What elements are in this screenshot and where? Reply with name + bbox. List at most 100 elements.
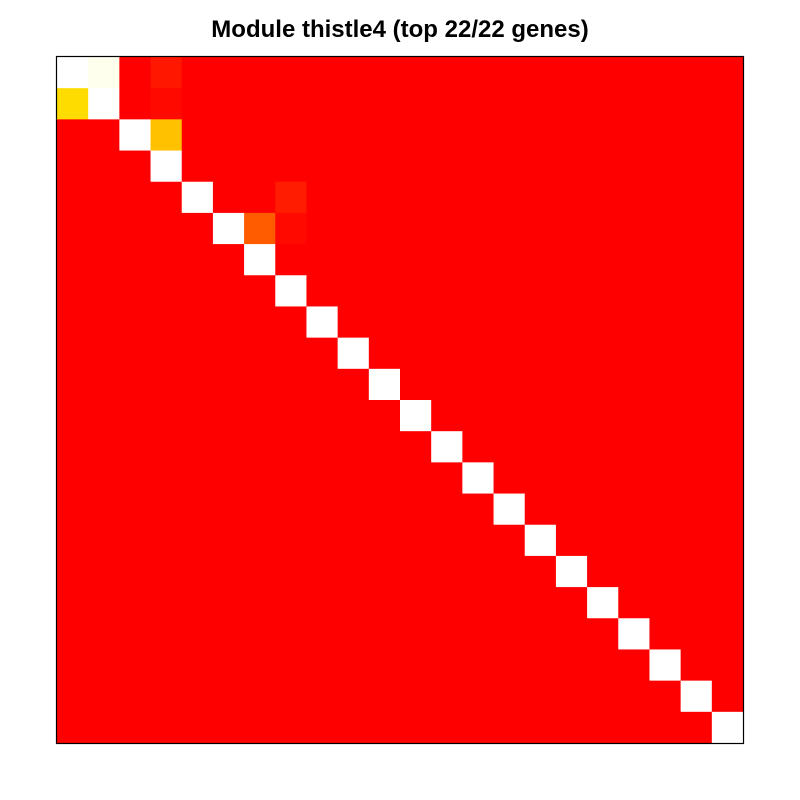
heatmap-cell-14-16 — [555, 493, 588, 526]
heatmap-cells — [57, 57, 744, 744]
heatmap-cell-13-15 — [524, 462, 557, 495]
heatmap-cell-19-8 — [306, 649, 339, 682]
heatmap-cell-15-8 — [306, 524, 339, 557]
heatmap-cell-10-7 — [275, 368, 308, 401]
heatmap-cell-15-9 — [337, 524, 370, 557]
heatmap-cell-10-3 — [150, 368, 183, 401]
heatmap-cell-15-17 — [587, 524, 619, 557]
heatmap-cell-3-2 — [119, 150, 152, 183]
heatmap-cell-8-11 — [400, 306, 432, 339]
heatmap-cell-11-0 — [57, 400, 89, 432]
heatmap-cell-4-2 — [119, 181, 152, 214]
heatmap-cell-20-18 — [618, 680, 651, 713]
heatmap-cell-7-7 — [275, 275, 308, 308]
heatmap-cell-1-13 — [462, 88, 495, 120]
heatmap-cell-14-18 — [618, 493, 651, 526]
heatmap-cell-17-13 — [462, 587, 495, 619]
heatmap-cell-12-5 — [212, 431, 245, 463]
heatmap-cell-20-11 — [400, 680, 432, 713]
heatmap-cell-4-20 — [680, 181, 713, 214]
heatmap-cell-21-15 — [524, 711, 557, 744]
heatmap-cell-4-9 — [337, 181, 370, 214]
heatmap-cell-20-20 — [680, 680, 713, 713]
heatmap-cell-12-2 — [119, 431, 152, 463]
heatmap-cell-4-1 — [88, 181, 120, 214]
heatmap-cell-8-1 — [88, 306, 120, 339]
heatmap-cell-17-0 — [57, 587, 89, 619]
heatmap-cell-3-1 — [88, 150, 120, 183]
heatmap-cell-16-17 — [587, 555, 619, 588]
heatmap-cell-8-10 — [368, 306, 401, 339]
heatmap-cell-10-11 — [400, 368, 432, 401]
heatmap-cell-15-3 — [150, 524, 183, 557]
heatmap-cell-11-10 — [368, 400, 401, 432]
heatmap-cell-9-13 — [462, 337, 495, 370]
heatmap-cell-6-15 — [524, 244, 557, 276]
heatmap-cell-21-17 — [587, 711, 619, 744]
heatmap-cell-2-12 — [431, 119, 463, 152]
heatmap-cell-6-4 — [181, 244, 214, 276]
heatmap-cell-15-5 — [212, 524, 245, 557]
heatmap-cell-2-4 — [181, 119, 214, 152]
heatmap-cell-13-4 — [181, 462, 214, 495]
heatmap-cell-5-8 — [306, 212, 339, 245]
heatmap-cell-3-7 — [275, 150, 308, 183]
heatmap-cell-6-2 — [119, 244, 152, 276]
heatmap-cell-6-10 — [368, 244, 401, 276]
heatmap-cell-19-15 — [524, 649, 557, 682]
heatmap-cell-10-20 — [680, 368, 713, 401]
heatmap-cell-5-19 — [649, 212, 682, 245]
heatmap-cell-2-19 — [649, 119, 682, 152]
heatmap-cell-12-21 — [711, 431, 744, 463]
heatmap-cell-20-1 — [88, 680, 120, 713]
heatmap-cell-20-3 — [150, 680, 183, 713]
heatmap-cell-13-18 — [618, 462, 651, 495]
heatmap-cell-18-3 — [150, 618, 183, 651]
heatmap-cell-17-17 — [587, 587, 619, 619]
heatmap-cell-0-7 — [275, 57, 308, 89]
heatmap-cell-1-11 — [400, 88, 432, 120]
heatmap-cell-19-19 — [649, 649, 682, 682]
heatmap-cell-18-8 — [306, 618, 339, 651]
heatmap-cell-4-17 — [587, 181, 619, 214]
heatmap-cell-7-5 — [212, 275, 245, 308]
heatmap-cell-16-1 — [88, 555, 120, 588]
heatmap-cell-10-2 — [119, 368, 152, 401]
heatmap-cell-10-13 — [462, 368, 495, 401]
heatmap-cell-5-18 — [618, 212, 651, 245]
heatmap-cell-18-18 — [618, 618, 651, 651]
heatmap-cell-0-1 — [88, 57, 120, 89]
heatmap-cell-7-1 — [88, 275, 120, 308]
heatmap-cell-10-15 — [524, 368, 557, 401]
heatmap-cell-8-7 — [275, 306, 308, 339]
heatmap-cell-8-18 — [618, 306, 651, 339]
heatmap-cell-14-0 — [57, 493, 89, 526]
heatmap-cell-1-3 — [150, 88, 183, 120]
heatmap-cell-0-20 — [680, 57, 713, 89]
heatmap-cell-16-12 — [431, 555, 463, 588]
heatmap-cell-8-0 — [57, 306, 89, 339]
heatmap-cell-17-10 — [368, 587, 401, 619]
heatmap-cell-19-16 — [555, 649, 588, 682]
heatmap-cell-9-0 — [57, 337, 89, 370]
heatmap-cell-17-9 — [337, 587, 370, 619]
heatmap-cell-8-19 — [649, 306, 682, 339]
heatmap-cell-8-5 — [212, 306, 245, 339]
heatmap-cell-3-4 — [181, 150, 214, 183]
heatmap-cell-14-19 — [649, 493, 682, 526]
heatmap-cell-8-2 — [119, 306, 152, 339]
heatmap-cell-19-4 — [181, 649, 214, 682]
heatmap-cell-2-7 — [275, 119, 308, 152]
heatmap-cell-8-6 — [244, 306, 276, 339]
heatmap-cell-4-3 — [150, 181, 183, 214]
heatmap-cell-12-9 — [337, 431, 370, 463]
heatmap-cell-21-18 — [618, 711, 651, 744]
heatmap-cell-2-9 — [337, 119, 370, 152]
heatmap-cell-17-2 — [119, 587, 152, 619]
heatmap-cell-17-20 — [680, 587, 713, 619]
heatmap-cell-0-18 — [618, 57, 651, 89]
heatmap-cell-12-17 — [587, 431, 619, 463]
heatmap-cell-12-1 — [88, 431, 120, 463]
heatmap-cell-16-16 — [555, 555, 588, 588]
heatmap-cell-15-20 — [680, 524, 713, 557]
